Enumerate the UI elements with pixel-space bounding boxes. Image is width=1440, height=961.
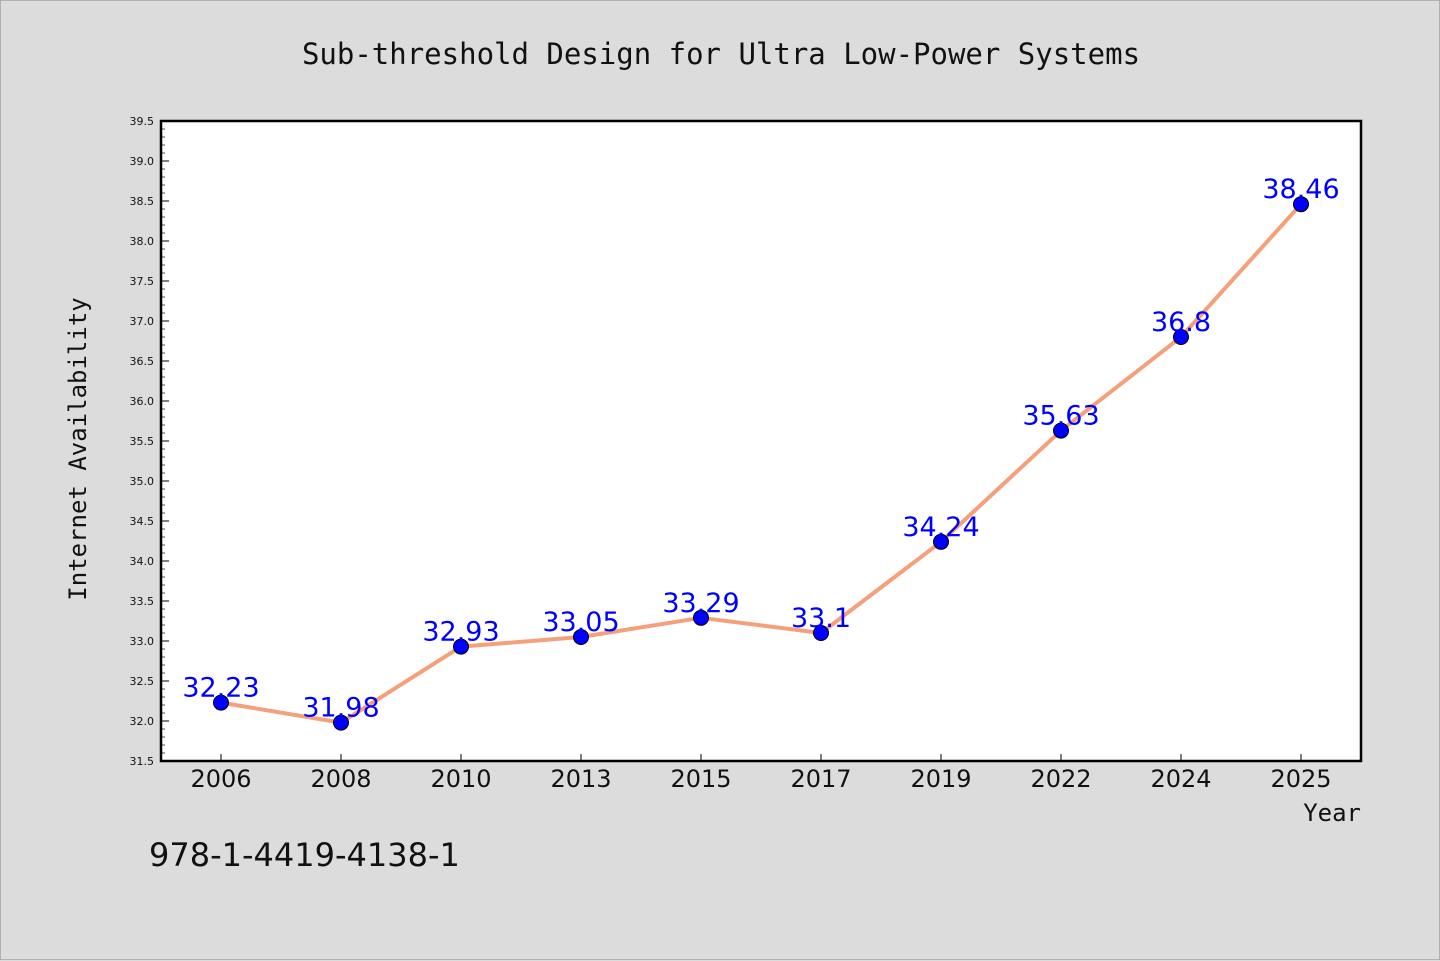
data-label: 35.63 xyxy=(1022,401,1099,432)
data-point xyxy=(213,694,229,711)
y-tick-label: 33.5 xyxy=(130,595,155,608)
data-label: 32.93 xyxy=(422,617,499,648)
x-tick-label: 2006 xyxy=(190,765,251,793)
y-tick-label: 36.5 xyxy=(130,355,155,368)
y-tick-label: 32.5 xyxy=(130,675,155,688)
data-point xyxy=(933,533,949,550)
data-label: 33.29 xyxy=(662,588,739,619)
x-tick-label: 2019 xyxy=(910,765,971,793)
data-label: 38.46 xyxy=(1262,174,1339,205)
x-tick-label: 2025 xyxy=(1270,765,1331,793)
y-tick-label: 34.5 xyxy=(130,515,155,528)
chart-title: Sub-threshold Design for Ultra Low-Power… xyxy=(302,37,1140,71)
data-labels: 32.23 31.98 32.93 33.05 33.29 33.1 34.24 35.63 3… xyxy=(182,174,1339,723)
series-line xyxy=(220,202,1303,725)
plot-area xyxy=(159,119,1363,763)
y-tick-label: 31.5 xyxy=(130,755,155,768)
x-tick-label: 2022 xyxy=(1030,765,1091,793)
y-tick-label: 36.0 xyxy=(130,395,155,408)
data-label: 32.23 xyxy=(182,673,259,704)
data-label: 36.8 xyxy=(1151,307,1211,338)
data-point xyxy=(333,714,349,731)
x-tick-label: 2013 xyxy=(550,765,611,793)
data-point xyxy=(573,629,589,645)
y-tick-label: 35.5 xyxy=(130,435,155,448)
x-axis: 2006 2008 2010 2013 2015 2017 2019 2022 2024 2025 xyxy=(190,754,1332,793)
y-tick-label: 32.0 xyxy=(130,715,155,728)
data-label: 33.1 xyxy=(791,603,851,634)
x-axis-title: Year xyxy=(1303,799,1361,827)
x-tick-label: 2010 xyxy=(430,765,491,793)
y-tick-label: 39.0 xyxy=(130,155,155,168)
x-tick-label: 2024 xyxy=(1150,765,1211,793)
y-tick-label: 34.0 xyxy=(130,555,155,568)
data-point xyxy=(453,638,469,655)
y-tick-label: 38.0 xyxy=(130,235,155,248)
y-axis-title: Internet Availability xyxy=(64,297,92,600)
data-label: 31.98 xyxy=(302,693,379,724)
data-point xyxy=(1293,196,1309,213)
y-tick-label: 35.0 xyxy=(130,475,155,488)
data-point xyxy=(693,609,709,626)
data-point xyxy=(813,625,829,641)
y-tick-label: 37.5 xyxy=(130,275,155,288)
x-tick-label: 2017 xyxy=(790,765,851,793)
data-label: 33.05 xyxy=(542,607,619,638)
data-point xyxy=(1173,329,1189,345)
series-markers xyxy=(213,196,1309,731)
y-tick-label: 39.5 xyxy=(130,115,155,128)
data-point xyxy=(1053,422,1069,439)
y-tick-label: 38.5 xyxy=(130,195,155,208)
x-tick-label: 2008 xyxy=(310,765,371,793)
y-tick-label: 37.0 xyxy=(130,315,155,328)
y-tick-label: 33.0 xyxy=(130,635,155,648)
isbn-annotation: 978-1-4419-4138-1 xyxy=(149,836,460,874)
x-tick-label: 2015 xyxy=(670,765,731,793)
y-axis: 31.5 32.0 32.5 33.0 33.5 34.0 34.5 35.0 35.5 36.0… xyxy=(130,115,169,768)
data-label: 34.24 xyxy=(902,512,979,543)
